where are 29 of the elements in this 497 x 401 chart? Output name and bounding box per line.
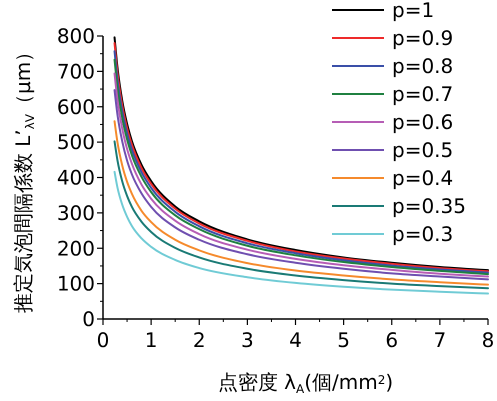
x-tick-label: 7	[434, 328, 446, 352]
y-tick-label: 800	[56, 24, 95, 48]
y-tick-label: 100	[56, 272, 95, 296]
x-tick-label: 1	[144, 328, 158, 352]
x-tick-label: 6	[385, 328, 398, 352]
y-tick-label: 300	[56, 200, 95, 225]
y-tick-label: 700	[56, 59, 95, 84]
y-tick-label: 400	[56, 166, 95, 190]
legend-label: p=0.8	[392, 54, 454, 78]
x-axis-title: 点密度 λ$_{A}$(個/mm$^{2}$)	[218, 370, 394, 396]
legend-label: p=0.7	[392, 82, 454, 106]
x-tick-label: 2	[192, 328, 206, 352]
x-tick-label: 4	[289, 328, 302, 352]
legend-label: p=1	[392, 0, 434, 22]
x-tick-label: 5	[337, 328, 350, 352]
x-tick-label: 8	[482, 328, 494, 352]
legend-label: p=0.5	[392, 138, 454, 162]
legend-label: p=0.6	[392, 110, 454, 134]
legend-label: p=0.4	[392, 166, 454, 190]
y-tick-label: 200	[56, 236, 95, 260]
legend-label: p=0.9	[392, 26, 454, 50]
line-series	[114, 170, 489, 295]
y-tick-label: 500	[56, 130, 95, 154]
x-tick-label: 3	[241, 328, 254, 352]
x-tick-label: 0	[96, 328, 110, 352]
y-tick-label: 600	[56, 94, 95, 119]
legend-label: p=0.35	[392, 194, 466, 218]
y-tick-label: 0	[82, 307, 95, 331]
legend-label: p=0.3	[392, 222, 454, 246]
